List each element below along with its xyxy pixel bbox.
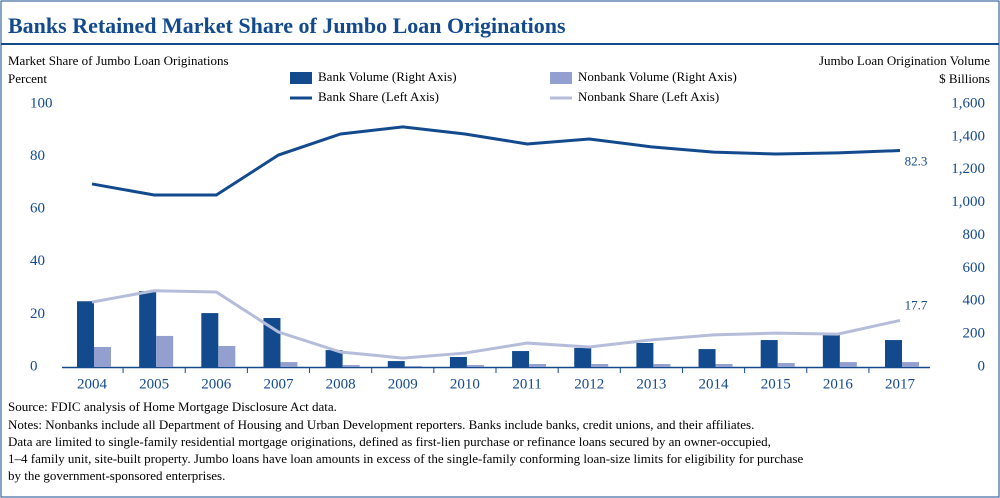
legend-swatch	[290, 72, 312, 84]
x-tick-label: 2009	[388, 376, 418, 392]
bar	[387, 361, 405, 367]
y-axis-label: Market Share of Jumbo Loan Originations	[8, 53, 229, 68]
bar	[574, 347, 592, 367]
bar	[839, 362, 857, 367]
x-tick-label: 2015	[761, 376, 791, 392]
y-axis-label: Percent	[8, 71, 47, 86]
bar	[760, 340, 778, 367]
note-line: Notes: Nonbanks include all Department o…	[8, 417, 754, 432]
x-tick-label: 2007	[263, 376, 294, 392]
bar	[201, 313, 219, 367]
bar	[636, 343, 654, 367]
y2-axis-label: $ Billions	[939, 71, 990, 86]
y-tick-label: 80	[30, 148, 45, 164]
note-line: Data are limited to single-family reside…	[8, 434, 771, 449]
x-tick-label: 2014	[699, 376, 730, 392]
y2-axis-label: Jumbo Loan Origination Volume	[819, 53, 990, 68]
bar	[822, 334, 840, 367]
value-label: 82.3	[905, 154, 928, 169]
x-tick-label: 2006	[201, 376, 232, 392]
bar	[777, 363, 795, 367]
bar	[466, 365, 484, 367]
y-tick-label: 60	[30, 201, 45, 217]
y2-tick-label: 0	[978, 358, 986, 374]
note-line: 1–4 family unit, site-built property. Ju…	[8, 451, 803, 466]
bar	[512, 351, 530, 367]
bar	[342, 365, 360, 367]
bar	[653, 364, 671, 367]
chart-title: Banks Retained Market Share of Jumbo Loa…	[8, 13, 566, 38]
bar	[325, 350, 343, 367]
y-tick-label: 100	[30, 95, 53, 111]
y2-tick-label: 1,200	[951, 161, 985, 177]
source: Source: FDIC analysis of Home Mortgage D…	[8, 399, 337, 414]
bar	[529, 364, 547, 367]
bar	[77, 301, 94, 367]
bar	[218, 345, 236, 367]
line	[91, 125, 901, 197]
y-tick-label: 0	[30, 358, 38, 374]
y-tick-label: 40	[30, 253, 45, 269]
y2-tick-label: 1,400	[951, 128, 985, 144]
y2-tick-label: 800	[963, 227, 986, 243]
legend-label: Nonbank Volume (Right Axis)	[578, 69, 737, 84]
legend-label: Bank Volume (Right Axis)	[318, 69, 457, 84]
bar	[156, 335, 174, 367]
x-tick-label: 2011	[512, 376, 541, 392]
line	[91, 289, 901, 360]
y2-tick-label: 600	[963, 260, 986, 276]
x-tick-label: 2004	[77, 376, 108, 392]
bar	[404, 366, 422, 367]
bar	[698, 349, 716, 367]
legend-swatch	[550, 72, 572, 84]
x-tick-label: 2005	[139, 376, 169, 392]
note-line: by the government-sponsored enterprises.	[8, 468, 225, 483]
bar	[139, 291, 157, 367]
bar	[94, 346, 111, 367]
y2-tick-label: 200	[963, 326, 986, 342]
y2-tick-label: 1,600	[951, 95, 985, 111]
bar	[280, 362, 298, 367]
x-tick-label: 2016	[823, 376, 854, 392]
x-tick-label: 2017	[885, 376, 916, 392]
bar	[591, 364, 609, 367]
x-tick-label: 2013	[636, 376, 666, 392]
bar	[715, 364, 733, 367]
legend-label: Bank Share (Left Axis)	[318, 89, 439, 104]
x-tick-label: 2010	[450, 376, 480, 392]
legend-label: Nonbank Share (Left Axis)	[578, 89, 719, 104]
x-tick-label: 2008	[326, 376, 356, 392]
bar	[885, 340, 902, 367]
bar	[902, 362, 919, 367]
value-label: 17.7	[905, 297, 928, 312]
y2-tick-label: 400	[963, 293, 986, 309]
bar	[449, 356, 467, 367]
y-tick-label: 20	[30, 306, 45, 322]
y2-tick-label: 1,000	[951, 194, 985, 210]
x-tick-label: 2012	[574, 376, 604, 392]
